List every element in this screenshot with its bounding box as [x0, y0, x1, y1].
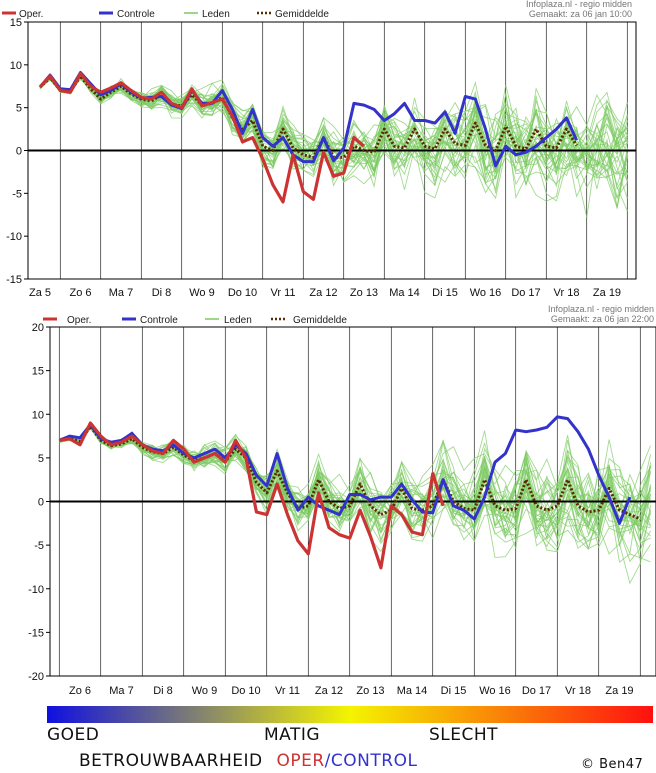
- series-oper-line: [38, 71, 366, 204]
- legend-label-members: Leden: [224, 315, 252, 326]
- reliability-slash: /: [325, 751, 331, 771]
- x-tick-label: Wo 9: [192, 685, 217, 697]
- x-tick-label: Ma 14: [397, 685, 428, 697]
- ensemble-member-line: [39, 75, 628, 171]
- legend-label-mean: Gemiddelde: [293, 315, 347, 326]
- y-tick-label: 0: [16, 146, 22, 158]
- y-tick-label: 10: [10, 60, 22, 72]
- x-tick-label: Ma 14: [389, 287, 420, 299]
- y-tick-label: 10: [32, 409, 44, 421]
- y-tick-label: 5: [16, 103, 22, 115]
- x-tick-label: Za 12: [315, 685, 343, 697]
- reliability-fair-label: MATIG: [264, 725, 320, 745]
- x-tick-label: Do 10: [228, 287, 257, 299]
- y-tick-label: 5: [38, 453, 44, 465]
- y-tick-label: -15: [28, 627, 44, 639]
- legend-label-control: Controle: [140, 315, 178, 326]
- x-tick-label: Vr 11: [270, 287, 295, 299]
- x-tick-label: Zo 6: [69, 685, 91, 697]
- ensemble-member-line: [59, 424, 652, 542]
- x-tick-label: Zo 13: [350, 287, 378, 299]
- reliability-bad-label: SLECHT: [429, 725, 498, 745]
- chart-source: Infoplaza.nl - regio midden: [526, 0, 632, 9]
- x-tick-label: Di 15: [432, 287, 458, 299]
- x-tick-label: Wo 16: [470, 287, 502, 299]
- x-tick-label: Wo 16: [479, 685, 511, 697]
- x-tick-label: Za 12: [309, 287, 337, 299]
- x-tick-label: Ma 7: [109, 287, 133, 299]
- chart-timestamp: Gemaakt: za 06 jan 22:00: [551, 314, 654, 324]
- legend-label-oper: Oper.: [19, 9, 43, 20]
- y-tick-label: -20: [28, 671, 44, 683]
- series-mean-line: [59, 425, 641, 521]
- y-tick-label: 20: [32, 322, 44, 334]
- ensemble-member-line: [59, 425, 651, 544]
- chart-legend: Oper. Controle Leden Gemiddelde: [43, 315, 347, 326]
- x-tick-label: Za 19: [605, 685, 633, 697]
- legend-label-control: Controle: [117, 9, 155, 20]
- legend-label-oper: Oper.: [67, 315, 91, 326]
- copyright-label: © Ben47: [581, 757, 643, 772]
- reliability-control-word: CONTROL: [331, 751, 418, 771]
- reliability-title: BETROUWBAARHEID OPER/CONTROL: [79, 751, 417, 771]
- x-tick-label: Zo 6: [69, 287, 91, 299]
- ensemble-chart-top: Oper. Controle Leden Gemiddelde Infoplaz…: [2, 0, 637, 299]
- y-tick-label: -5: [34, 540, 44, 552]
- x-tick-label: Vr 11: [275, 685, 300, 697]
- x-tick-label: Vr 18: [554, 287, 580, 299]
- x-tick-label: Do 17: [522, 685, 551, 697]
- x-tick-label: Ma 7: [109, 685, 133, 697]
- y-tick-label: 15: [32, 366, 44, 378]
- x-tick-label: Zo 13: [356, 685, 384, 697]
- legend-label-mean: Gemiddelde: [275, 9, 329, 20]
- x-tick-label: Za 5: [29, 287, 51, 299]
- x-tick-label: Di 8: [152, 287, 172, 299]
- plot-area: -15 -10 -5 0 5 10 15 Za 5 Zo 6 Ma 7 Di 8 Wo 9 Do 10 V…: [6, 17, 637, 299]
- legend-label-members: Leden: [202, 9, 230, 20]
- y-tick-label: -10: [6, 231, 22, 243]
- y-tick-label: -15: [6, 274, 22, 286]
- chart-legend: Oper. Controle Leden Gemiddelde: [2, 9, 329, 20]
- x-tick-label: Za 19: [593, 287, 621, 299]
- series-control-line: [58, 415, 632, 525]
- reliability-good-label: GOED: [47, 725, 99, 745]
- reliability-gradient-bar: [47, 706, 653, 723]
- ensemble-member-line: [39, 74, 628, 186]
- x-tick-label: Do 17: [511, 287, 540, 299]
- x-tick-label: Vr 18: [565, 685, 591, 697]
- x-tick-label: Di 8: [153, 685, 173, 697]
- ensemble-chart-bottom: Oper. Controle Leden Gemiddelde Infoplaz…: [28, 304, 656, 697]
- y-tick-label: 0: [38, 497, 44, 509]
- chart-source: Infoplaza.nl - regio midden: [548, 304, 654, 314]
- chart-timestamp: Gemaakt: za 06 jan 10:00: [529, 9, 632, 19]
- series-oper-line: [59, 421, 445, 570]
- reliability-label: BETROUWBAARHEID: [79, 751, 263, 771]
- y-tick-label: -10: [28, 584, 44, 596]
- ensemble-member-line: [59, 426, 652, 535]
- reliability-scale: GOED MATIG SLECHT BETROUWBAARHEID OPER/C…: [47, 706, 653, 772]
- x-tick-label: Wo 9: [189, 287, 214, 299]
- reliability-oper-word: OPER: [276, 751, 324, 771]
- y-tick-label: -5: [12, 188, 22, 200]
- ensemble-member-line: [39, 78, 628, 188]
- x-tick-label: Di 15: [441, 685, 467, 697]
- plot-area: -20 -15 -10 -5 0 5 10 15 20 Zo 6 Ma 7 Di 8 Wo 9 Do 10…: [28, 322, 656, 697]
- y-tick-label: 15: [10, 17, 22, 29]
- x-tick-label: Do 10: [231, 685, 260, 697]
